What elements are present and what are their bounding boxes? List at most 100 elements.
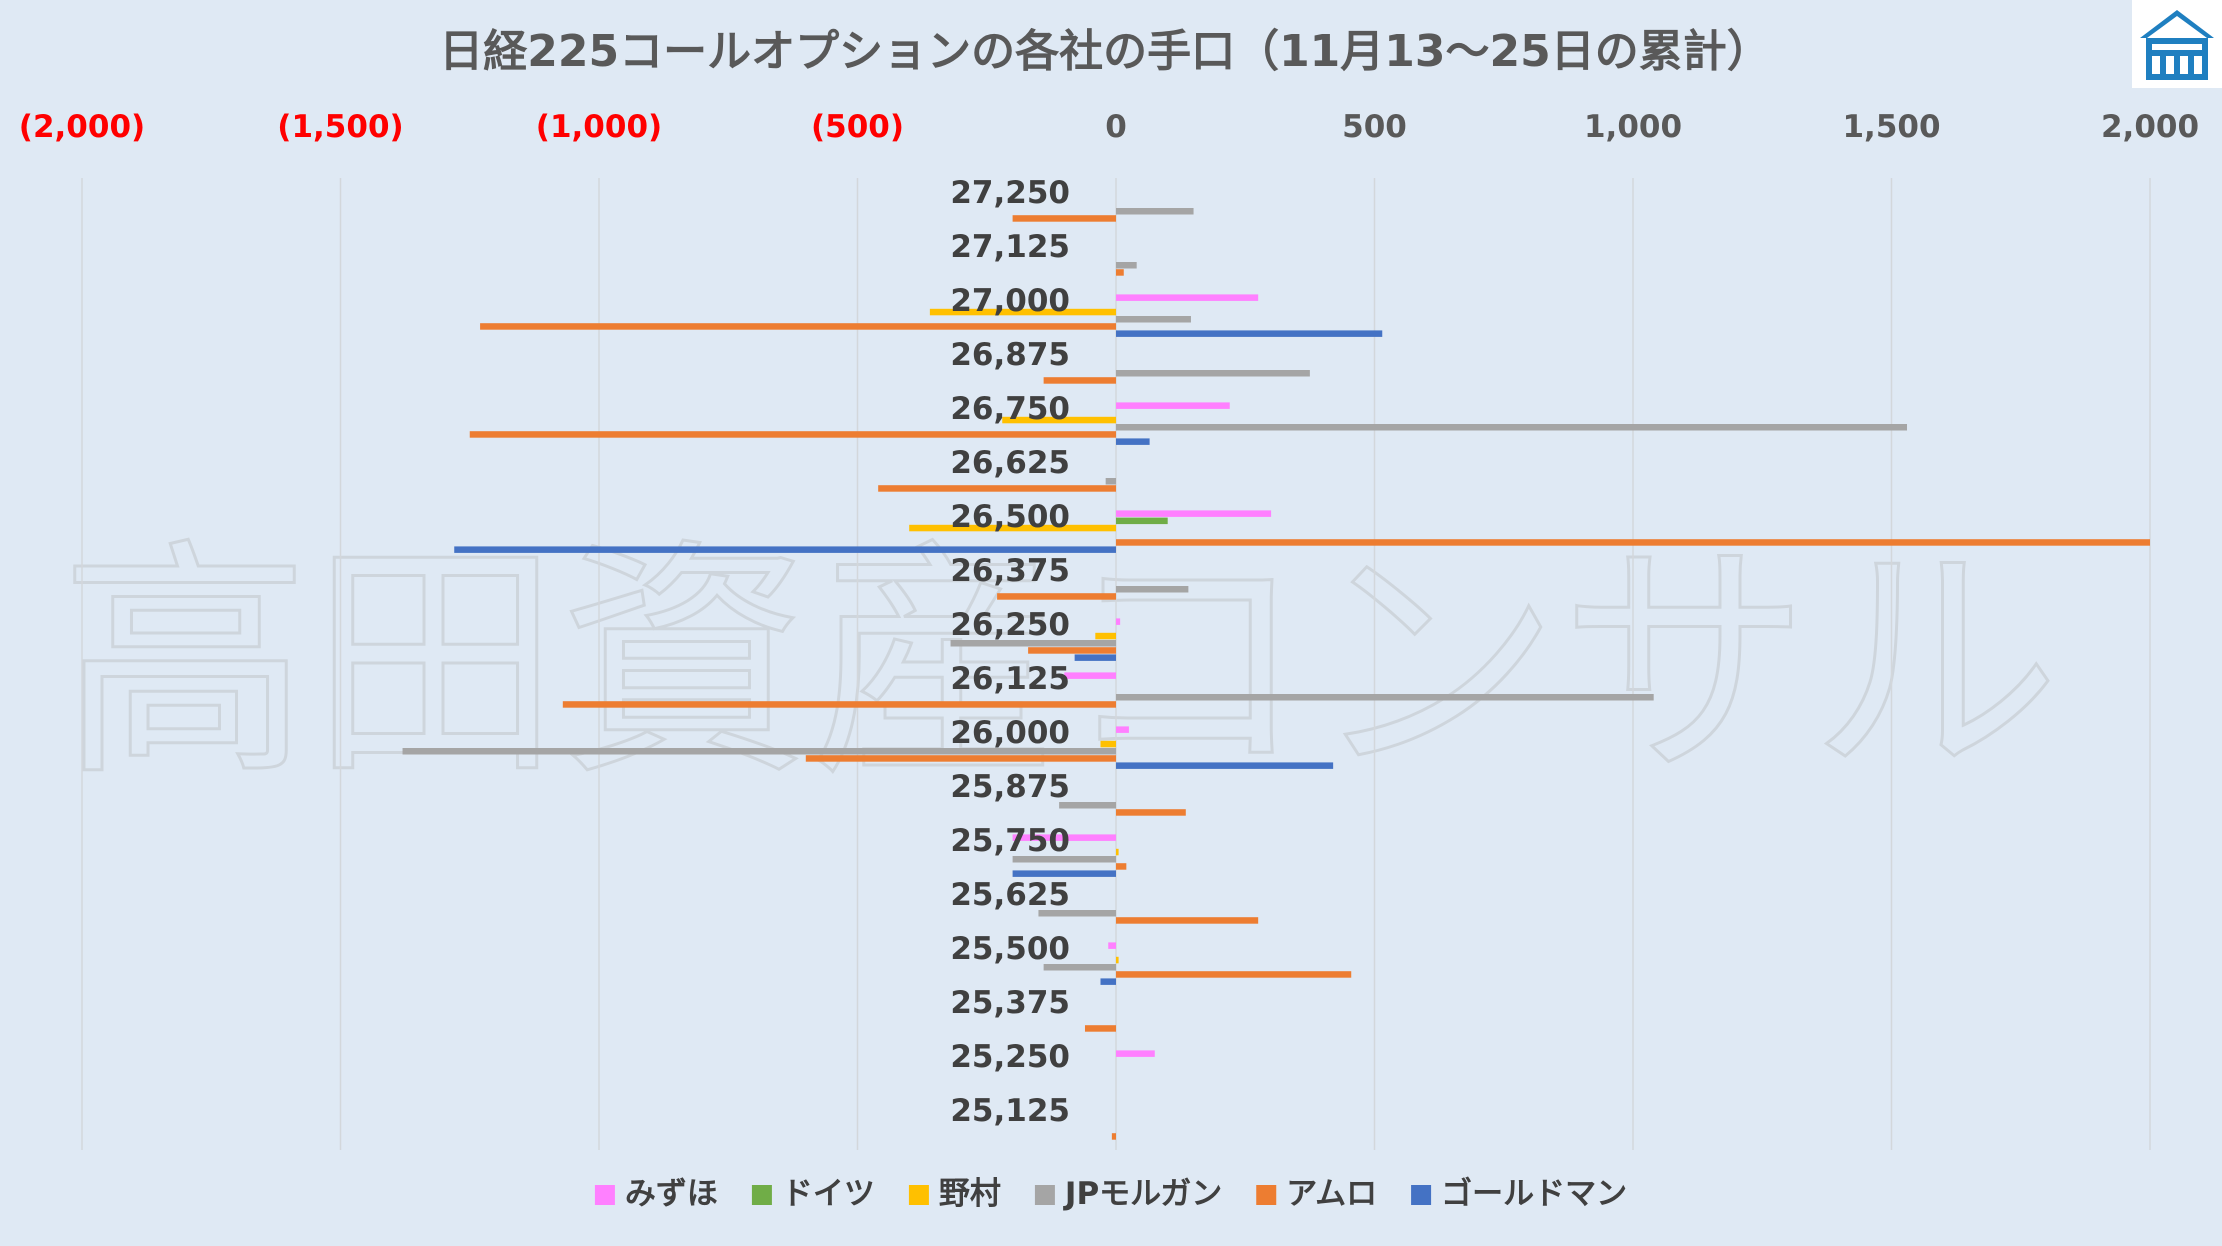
bar [1116,262,1137,269]
y-category-label: 25,375 [950,985,1070,1021]
bar [1012,856,1116,863]
legend-label: ゴールドマン [1441,1176,1627,1212]
y-category-label: 26,625 [950,445,1070,481]
y-category-label: 26,875 [950,337,1070,373]
bar [1059,802,1116,809]
bar [997,593,1116,600]
y-category-label: 26,500 [950,499,1070,535]
bar [950,640,1116,647]
bar [1095,632,1116,640]
y-category-label: 27,250 [950,175,1070,211]
bar [929,308,1116,316]
y-category-label: 26,375 [950,553,1070,589]
bar [1116,510,1272,517]
axis-labels: (2,000) (1,500) (1,000) (500) 0 500 1,000 1,500… [19,109,2199,1129]
y-category-label: 27,000 [950,283,1070,319]
logo-icon [2140,8,2214,80]
bar [1116,848,1119,856]
legend-label: 野村 [939,1176,1001,1212]
x-tick-label: 2,000 [2101,109,2199,145]
bar [1116,586,1189,593]
y-category-label: 26,125 [950,661,1070,697]
bar [909,524,1116,532]
bar [1116,956,1119,964]
bar [1100,740,1116,748]
company-logo [2132,0,2222,88]
bar [1116,762,1334,769]
x-tick-label: 500 [1342,109,1407,145]
bar [1108,942,1116,949]
bar [1084,1025,1116,1032]
legend-item: みずほ [594,1176,718,1212]
bar [1116,1050,1155,1057]
bar [402,748,1116,755]
bar [469,431,1116,438]
legend-item: 野村 [908,1176,1001,1212]
bar [1116,424,1908,431]
bar [1002,416,1116,424]
legend-item: ゴールドマン [1411,1176,1627,1212]
x-tick-label: 1,500 [1842,109,1940,145]
y-category-label: 25,500 [950,931,1070,967]
legend-swatch [1411,1185,1432,1205]
bar [562,701,1116,708]
bar [1116,370,1310,377]
bars [402,208,2150,1140]
bar [1064,672,1116,679]
x-tick-label: (2,000) [19,109,145,145]
bar [1043,377,1116,384]
legend-swatch [751,1185,772,1205]
bar [1111,1133,1116,1140]
legend-swatch [594,1185,615,1205]
legend-swatch [1256,1185,1277,1205]
y-category-label: 25,125 [950,1093,1070,1129]
bar [1116,294,1259,301]
x-tick-label: 1,000 [1584,109,1682,145]
legend-item: アムロ [1256,1176,1377,1212]
y-category-label: 25,875 [950,769,1070,805]
legend-item: ドイツ [751,1176,875,1212]
y-category-label: 25,250 [950,1039,1070,1075]
bar [878,485,1116,492]
legend: みずほ ドイツ 野村 JPモルガン アムロ ゴールドマン [594,1176,1627,1212]
bar [1116,330,1383,337]
bar [480,323,1117,330]
bar [1116,402,1230,409]
bar [1105,478,1116,485]
bar [1100,978,1116,985]
y-category-label: 26,750 [950,391,1070,427]
x-tick-label: (500) [811,109,904,145]
bar [1116,809,1186,816]
bar [1116,618,1121,625]
bar [1116,517,1168,525]
x-tick-label: (1,000) [536,109,662,145]
bar [1116,208,1194,215]
legend-swatch [908,1185,929,1205]
bar [1116,316,1191,323]
bar [1043,964,1116,971]
legend-label: ドイツ [782,1176,875,1212]
chart-title: 日経225コールオプションの各社の手口（11月13～25日の累計） [439,26,1771,77]
bar [1116,971,1352,978]
y-category-label: 25,750 [950,823,1070,859]
bar [1012,870,1116,877]
legend-swatch [1034,1185,1055,1205]
y-category-label: 26,000 [950,715,1070,751]
bar [1116,726,1129,733]
bar [1012,215,1116,222]
bar [454,546,1116,553]
x-tick-label: (1,500) [277,109,403,145]
bar [805,755,1116,762]
y-category-label: 27,125 [950,229,1070,265]
y-category-label: 25,625 [950,877,1070,913]
y-category-label: 26,250 [950,607,1070,643]
bar [1116,269,1124,276]
legend-label: みずほ [625,1176,718,1212]
legend-label: アムロ [1286,1176,1377,1212]
bar [1116,694,1654,701]
x-tick-label: 0 [1105,109,1127,145]
bar [1116,539,2150,546]
bar [1116,863,1127,870]
